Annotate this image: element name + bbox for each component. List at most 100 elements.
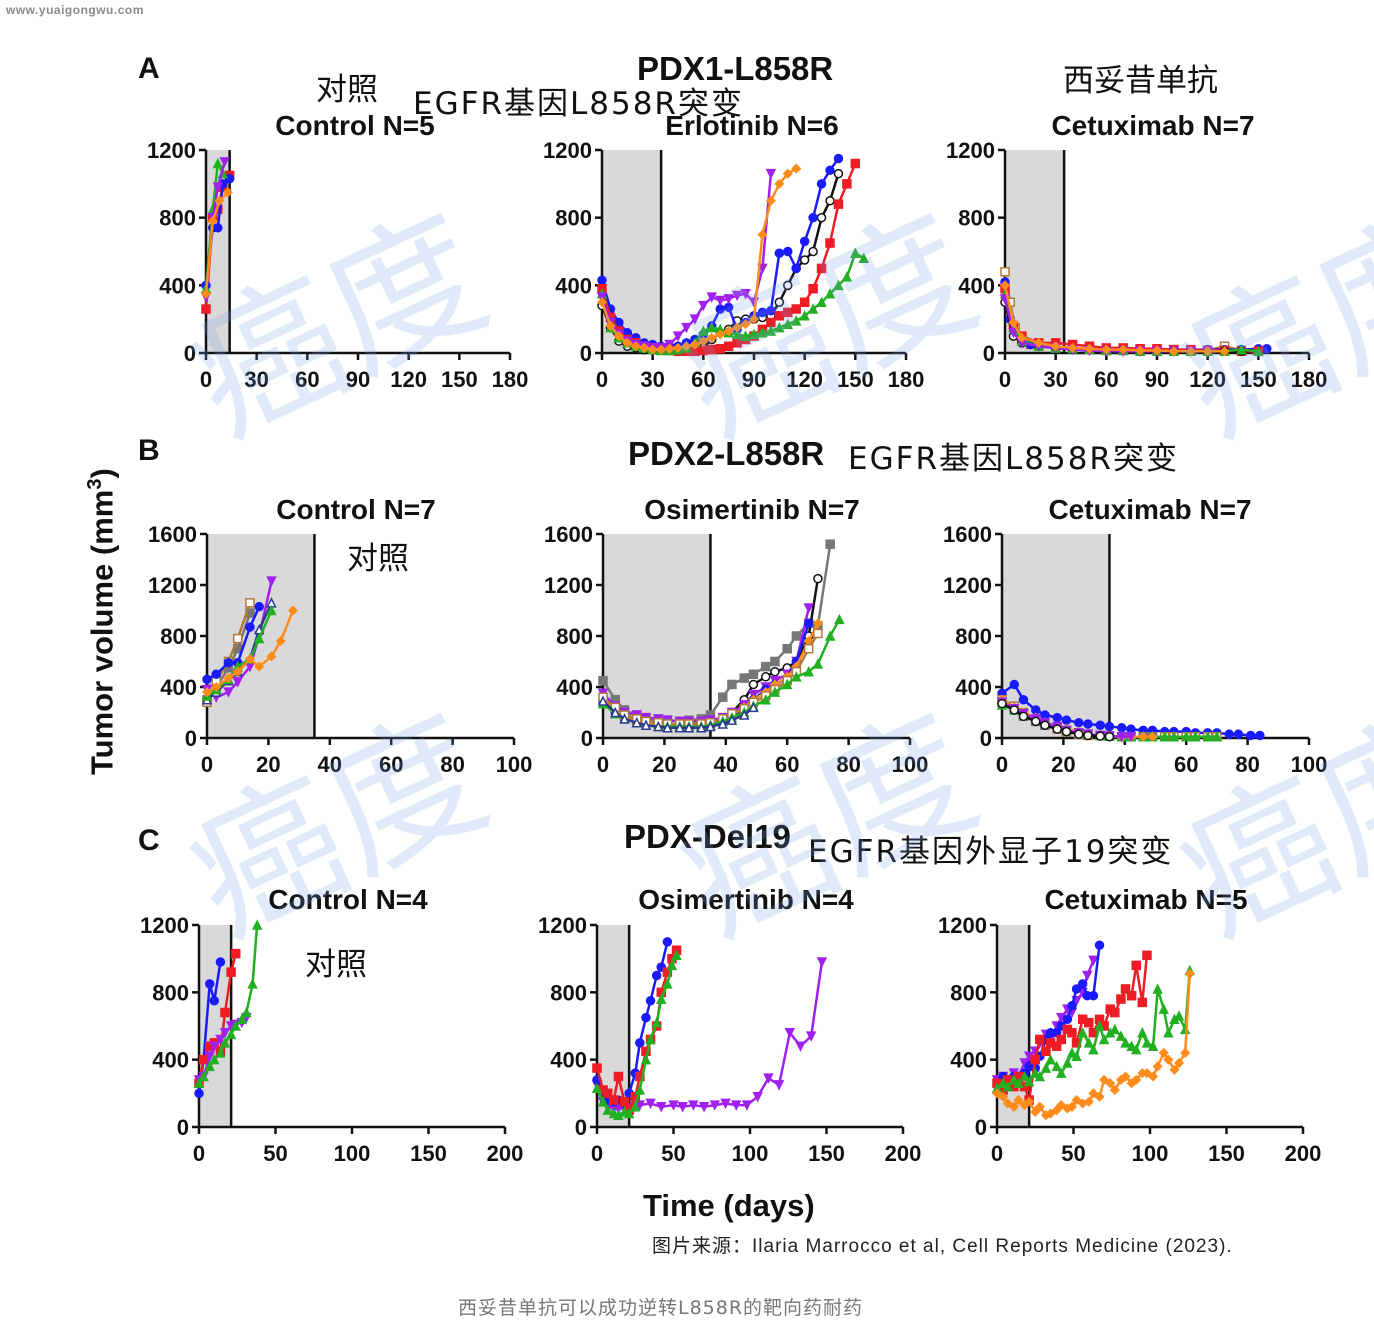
data-point bbox=[225, 1028, 237, 1040]
x-tick-label: 0 bbox=[591, 1141, 603, 1166]
data-point bbox=[226, 967, 236, 977]
chart-title: Control N=7 bbox=[276, 494, 435, 525]
data-point bbox=[241, 1006, 252, 1018]
data-point bbox=[1219, 346, 1230, 357]
section-letter-b: B bbox=[138, 434, 160, 467]
data-point bbox=[1158, 1047, 1169, 1058]
series-orange bbox=[201, 605, 299, 698]
data-point bbox=[597, 695, 609, 706]
data-point bbox=[671, 949, 682, 961]
x-tick-label: 60 bbox=[379, 752, 403, 777]
series-blue bbox=[202, 601, 264, 685]
data-point bbox=[732, 322, 743, 333]
data-point bbox=[1062, 1057, 1073, 1068]
x-tick-label: 0 bbox=[597, 752, 609, 777]
data-point bbox=[1180, 731, 1192, 742]
data-point bbox=[706, 321, 717, 333]
data-point bbox=[1125, 731, 1137, 743]
data-point bbox=[645, 1033, 656, 1045]
data-point bbox=[591, 1082, 603, 1094]
series-black bbox=[997, 698, 1115, 742]
chart-title: Cetuximab N=5 bbox=[1044, 884, 1247, 915]
data-point bbox=[1019, 1070, 1030, 1082]
data-point bbox=[763, 1073, 774, 1084]
data-point bbox=[1088, 1088, 1099, 1099]
x-tick-label: 40 bbox=[318, 752, 342, 777]
x-tick-label: 20 bbox=[1051, 752, 1075, 777]
series-navy bbox=[597, 695, 759, 733]
data-point bbox=[640, 719, 652, 730]
data-point bbox=[666, 959, 678, 971]
data-point bbox=[266, 576, 277, 587]
data-point bbox=[803, 618, 814, 628]
data-point bbox=[1141, 1037, 1153, 1048]
y-tick-label: 1200 bbox=[544, 573, 593, 598]
data-point bbox=[211, 669, 221, 679]
data-point bbox=[1071, 1095, 1082, 1106]
data-point bbox=[1126, 1040, 1137, 1051]
y-tick-label: 400 bbox=[152, 1048, 189, 1073]
y-tick-label: 1200 bbox=[148, 573, 197, 598]
data-point bbox=[1009, 679, 1020, 690]
y-tick-label: 1200 bbox=[938, 913, 987, 938]
x-tick-label: 100 bbox=[334, 1141, 371, 1166]
data-point bbox=[215, 957, 226, 967]
data-point bbox=[1088, 1043, 1099, 1055]
data-point bbox=[783, 280, 793, 291]
data-point bbox=[232, 633, 243, 644]
a-mutation-cn-note: EGFR基因L858R突变 bbox=[413, 86, 744, 122]
data-point bbox=[795, 1041, 806, 1052]
data-point bbox=[765, 168, 777, 180]
x-tick-label: 150 bbox=[410, 1141, 447, 1166]
x-tick-label: 0 bbox=[999, 367, 1011, 392]
data-point bbox=[1120, 984, 1131, 994]
data-point bbox=[1104, 721, 1115, 732]
data-point bbox=[209, 996, 220, 1006]
data-point bbox=[201, 304, 211, 314]
data-point bbox=[1002, 1080, 1013, 1092]
chart-title: Osimertinib N=4 bbox=[638, 884, 854, 915]
data-point bbox=[247, 978, 258, 989]
series-orange bbox=[999, 280, 1230, 357]
y-tick-label: 800 bbox=[950, 980, 987, 1005]
data-point bbox=[791, 263, 801, 274]
section-letter-a: A bbox=[138, 52, 160, 85]
data-point bbox=[991, 1088, 1003, 1099]
c-mutation-cn-note: EGFR基因外显子19突变 bbox=[808, 834, 1174, 870]
x-tick-label: 20 bbox=[652, 752, 676, 777]
x-tick-label: 150 bbox=[441, 367, 478, 392]
data-point bbox=[791, 671, 802, 682]
data-point bbox=[1077, 1027, 1088, 1038]
y-tick-label: 1200 bbox=[538, 913, 587, 938]
y-tick-label: 0 bbox=[980, 726, 992, 751]
x-tick-label: 100 bbox=[496, 752, 533, 777]
data-point bbox=[662, 937, 673, 947]
y-tick-label: 1600 bbox=[544, 522, 593, 547]
data-point bbox=[1066, 1101, 1078, 1112]
x-tick-label: 60 bbox=[775, 752, 799, 777]
data-point bbox=[726, 714, 738, 725]
data-point bbox=[1088, 990, 1099, 1001]
data-point bbox=[1094, 940, 1105, 950]
data-point bbox=[825, 539, 835, 549]
x-tick-label: 120 bbox=[390, 367, 427, 392]
data-point bbox=[602, 1104, 613, 1115]
chart-panel-a3: 0 400 800 1200 0 30 60 90 120 150 180 Cetuximab N=7 bbox=[946, 110, 1327, 392]
data-point bbox=[1099, 1074, 1110, 1085]
data-point bbox=[619, 1097, 630, 1107]
y-tick-label: 800 bbox=[550, 980, 587, 1005]
x-tick-label: 100 bbox=[892, 752, 929, 777]
data-point bbox=[1067, 1027, 1077, 1038]
data-point bbox=[723, 294, 734, 305]
data-point bbox=[1224, 729, 1234, 739]
y-tick-label: 800 bbox=[556, 624, 593, 649]
data-point bbox=[803, 644, 814, 654]
x-tick-label: 0 bbox=[201, 752, 213, 777]
data-point bbox=[662, 722, 673, 733]
y-tick-label: 400 bbox=[556, 675, 593, 700]
data-point bbox=[651, 970, 662, 981]
data-point bbox=[1016, 332, 1027, 343]
data-point bbox=[717, 692, 728, 702]
data-point bbox=[1031, 716, 1041, 727]
treatment-period-shade bbox=[199, 925, 232, 1127]
